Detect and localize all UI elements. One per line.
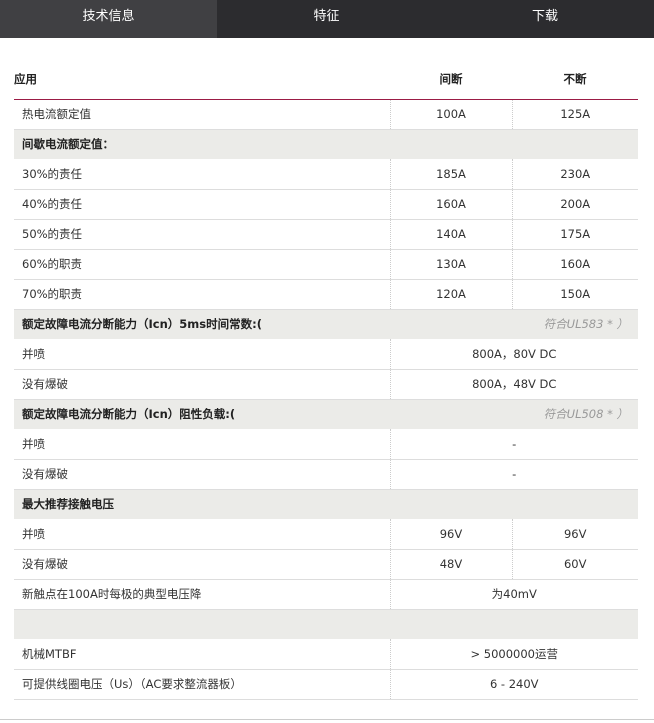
table-row: 70%的职责 120A 150A xyxy=(14,279,638,310)
header-continuous: 不断 xyxy=(512,60,638,100)
spec-table: 应用 间断 不断 热电流额定值 100A 125A 间歇电流额定值： 30%的责任 185… xyxy=(14,60,638,700)
section-note: 符合UL583 * ） xyxy=(512,309,638,339)
table-row: 并喷 800A，80V DC xyxy=(14,339,638,370)
row-label: 新触点在100A时每极的典型电压降 xyxy=(14,579,390,610)
row-label: 没有爆破 xyxy=(14,369,390,400)
tab-technical-info[interactable]: 技术信息 xyxy=(0,0,217,38)
row-label: 50%的责任 xyxy=(14,219,390,250)
table-row: 并喷 96V 96V xyxy=(14,519,638,550)
tab-downloads[interactable]: 下载 xyxy=(531,9,558,24)
row-label: 机械MTBF xyxy=(14,639,390,670)
table-row: 热电流额定值 100A 125A xyxy=(14,99,638,130)
row-label: 70%的职责 xyxy=(14,279,390,310)
tab-features[interactable]: 特征 xyxy=(313,9,340,24)
row-value: 6 - 240V xyxy=(389,669,638,700)
table-row: 40%的责任 160A 200A xyxy=(14,189,638,220)
intermittent-value: 100A xyxy=(389,99,512,130)
row-label: 40%的责任 xyxy=(14,189,390,220)
section-label: 最大推荐接触电压 xyxy=(14,489,638,519)
section-label: 额定故障电流分断能力（Icn）阻性负载:( xyxy=(14,399,512,429)
row-value: > 5000000运营 xyxy=(389,639,638,670)
row-label: 60%的职责 xyxy=(14,249,390,280)
intermittent-value: 130A xyxy=(389,249,512,280)
table-row: 机械MTBF > 5000000运营 xyxy=(14,639,638,670)
section-row: 额定故障电流分断能力（Icn）阻性负载:(符合UL508 * ） xyxy=(14,399,638,429)
row-label: 可提供线圈电压（Us）（AC要求整流器板） xyxy=(14,669,390,700)
row-label: 并喷 xyxy=(14,339,390,370)
row-label: 并喷 xyxy=(14,429,390,460)
row-label: 没有爆破 xyxy=(14,549,390,580)
blank-cell xyxy=(14,609,638,639)
blank-row xyxy=(14,609,638,639)
table-row: 并喷 - xyxy=(14,429,638,460)
intermittent-value: 120A xyxy=(389,279,512,310)
section-row: 最大推荐接触电压 xyxy=(14,489,638,519)
continuous-value: 125A xyxy=(511,99,638,130)
row-value: 800A，80V DC xyxy=(389,339,638,370)
row-label: 30%的责任 xyxy=(14,159,390,190)
row-value: 800A，48V DC xyxy=(389,369,638,400)
table-row: 50%的责任 140A 175A xyxy=(14,219,638,250)
row-label: 并喷 xyxy=(14,519,390,550)
table-row: 60%的职责 130A 160A xyxy=(14,249,638,280)
continuous-value: 175A xyxy=(511,219,638,250)
table-row: 没有爆破 48V 60V xyxy=(14,549,638,580)
continuous-value: 200A xyxy=(511,189,638,220)
continuous-value: 60V xyxy=(511,549,638,580)
header-intermittent: 间断 xyxy=(390,60,512,100)
row-label: 没有爆破 xyxy=(14,459,390,490)
intermittent-value: 185A xyxy=(389,159,512,190)
continuous-value: 160A xyxy=(511,249,638,280)
section-note: 符合UL508 * ） xyxy=(512,399,638,429)
intermittent-value: 140A xyxy=(389,219,512,250)
bottom-divider xyxy=(0,719,654,720)
table-header: 应用 间断 不断 xyxy=(14,60,638,100)
row-label: 热电流额定值 xyxy=(14,99,390,130)
section-row: 间歇电流额定值： xyxy=(14,129,638,159)
continuous-value: 96V xyxy=(511,519,638,550)
header-application: 应用 xyxy=(14,60,390,100)
continuous-value: 150A xyxy=(511,279,638,310)
table-row: 30%的责任 185A 230A xyxy=(14,159,638,190)
intermittent-value: 160A xyxy=(389,189,512,220)
section-label: 额定故障电流分断能力（Icn）5ms时间常数:( xyxy=(14,309,512,339)
intermittent-value: 48V xyxy=(389,549,512,580)
table-row: 可提供线圈电压（Us）（AC要求整流器板） 6 - 240V xyxy=(14,669,638,700)
intermittent-value: 96V xyxy=(389,519,512,550)
row-value: 为40mV xyxy=(389,579,638,610)
tab-bar: 技术信息 特征 下载 xyxy=(0,0,654,38)
row-value: - xyxy=(389,429,638,460)
section-label: 间歇电流额定值： xyxy=(14,129,638,159)
table-row: 没有爆破 800A，48V DC xyxy=(14,369,638,400)
section-row: 额定故障电流分断能力（Icn）5ms时间常数:(符合UL583 * ） xyxy=(14,309,638,339)
continuous-value: 230A xyxy=(511,159,638,190)
table-row: 没有爆破 - xyxy=(14,459,638,490)
row-value: - xyxy=(389,459,638,490)
table-row: 新触点在100A时每极的典型电压降 为40mV xyxy=(14,579,638,610)
